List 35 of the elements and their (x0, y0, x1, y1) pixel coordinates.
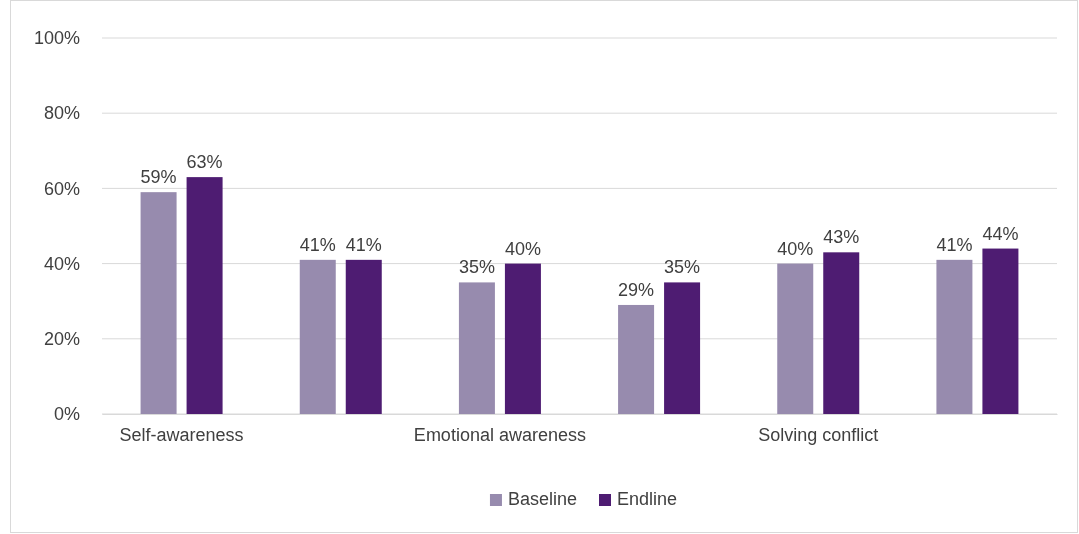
data-label: 35% (664, 257, 701, 278)
bar (936, 259, 973, 414)
y-tick-label: 0% (53, 404, 80, 425)
y-tick-label: 20% (43, 329, 80, 350)
bar (777, 263, 814, 414)
legend-label: Endline (617, 489, 678, 509)
data-label: 44% (982, 223, 1019, 244)
data-label: 41% (345, 234, 382, 255)
bar (504, 263, 541, 414)
bar (299, 259, 336, 414)
data-label: 41% (299, 234, 336, 255)
bar (664, 282, 701, 414)
y-tick-label: 40% (43, 253, 80, 274)
y-tick-label: 60% (43, 178, 80, 199)
data-label: 40% (504, 238, 541, 259)
data-label: 29% (618, 279, 655, 300)
bar (618, 304, 655, 414)
data-label: 35% (458, 257, 495, 278)
bar (140, 192, 177, 414)
legend-label: Baseline (507, 489, 577, 509)
x-tick-label: Emotional awareness (413, 424, 586, 445)
y-tick-label: 80% (43, 103, 80, 124)
bar (823, 252, 860, 414)
x-tick-label: Solving conflict (758, 424, 879, 445)
y-tick-label: 100% (33, 28, 80, 49)
bar (458, 282, 495, 414)
bar (345, 259, 382, 414)
bar (982, 248, 1019, 414)
data-label: 43% (823, 227, 860, 248)
data-label: 40% (777, 238, 814, 259)
data-label: 41% (936, 234, 973, 255)
bar (186, 177, 223, 414)
x-tick-label: Self-awareness (119, 424, 244, 445)
data-label: 63% (186, 152, 223, 173)
data-label: 59% (140, 167, 177, 188)
